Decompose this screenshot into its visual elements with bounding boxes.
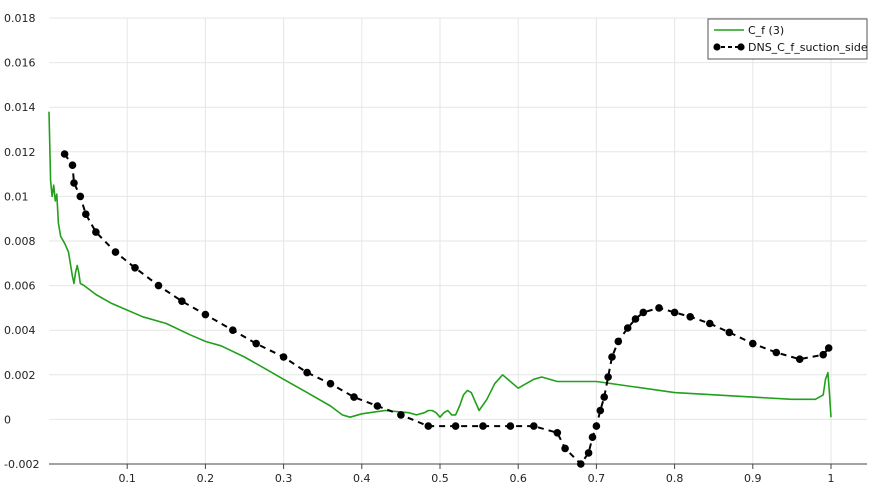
data-point <box>600 393 608 401</box>
y-tick-label: 0.004 <box>4 324 36 337</box>
data-point <box>201 310 210 319</box>
x-tick-label: 0.2 <box>197 472 215 485</box>
data-point <box>350 393 358 401</box>
data-point <box>373 402 382 410</box>
data-point <box>68 161 77 169</box>
data-point <box>530 422 538 430</box>
legend-label-1[interactable]: DNS_C_f_suction_side <box>748 41 868 54</box>
chart-legend[interactable]: C_f (3) DNS_C_f_suction_side <box>707 18 868 60</box>
x-tick-label: 0.9 <box>744 472 762 485</box>
data-point <box>686 313 694 321</box>
data-point <box>279 353 288 361</box>
x-tick-label: 1 <box>828 472 835 485</box>
data-point <box>479 422 487 430</box>
data-point <box>655 304 663 312</box>
data-point <box>596 406 605 415</box>
x-tick-label: 0.4 <box>353 472 371 485</box>
data-point <box>623 324 632 332</box>
data-point <box>424 422 433 430</box>
data-point <box>639 308 648 317</box>
data-point <box>772 348 781 357</box>
grid-layer <box>49 17 867 465</box>
data-point <box>725 328 734 337</box>
series-line-0 <box>48 111 832 419</box>
data-point <box>131 264 139 272</box>
y-tick-label: 0.002 <box>4 369 36 382</box>
x-tick-label: 0.7 <box>588 472 606 485</box>
data-point <box>604 373 612 381</box>
data-point <box>795 355 804 364</box>
data-point <box>592 422 601 430</box>
y-tick-label: 0.016 <box>4 57 36 70</box>
data-point <box>154 281 163 290</box>
data-point <box>92 228 100 236</box>
data-point <box>631 315 640 323</box>
y-tick-label: -0.002 <box>4 458 39 471</box>
data-point <box>706 319 714 328</box>
data-point <box>553 429 562 437</box>
data-point <box>60 150 69 158</box>
data-point <box>819 350 827 359</box>
data-point <box>577 460 585 468</box>
data-point <box>670 308 679 317</box>
data-point <box>584 449 593 457</box>
data-point <box>588 433 597 442</box>
data-point <box>303 368 311 377</box>
data-point <box>561 444 569 453</box>
y-tick-label: 0.018 <box>4 12 36 25</box>
data-point <box>82 210 90 218</box>
x-tick-label: 0.1 <box>118 472 136 485</box>
x-tick-label: 0.3 <box>275 472 293 485</box>
legend-marker <box>737 43 745 51</box>
data-point <box>252 339 260 348</box>
y-tick-label: 0.008 <box>4 235 36 248</box>
x-tick-label: 0.5 <box>431 472 449 485</box>
y-tick-label: 0.012 <box>4 146 36 159</box>
y-tick-label: 0.014 <box>4 101 36 114</box>
data-point <box>178 297 186 306</box>
data-point <box>397 411 405 419</box>
data-point <box>749 339 757 348</box>
legend-marker <box>713 43 721 51</box>
legend-box <box>707 18 868 60</box>
data-point <box>614 337 623 346</box>
data-point <box>326 379 335 388</box>
axes-layer: -0.002 0 0.002 0.004 0.006 0.008 0.01 0.012 0.01… <box>4 12 867 485</box>
data-point <box>608 353 616 361</box>
series-layer <box>48 111 833 468</box>
y-tick-label: 0 <box>4 413 11 426</box>
data-point <box>111 248 120 256</box>
x-tick-label: 0.8 <box>666 472 684 485</box>
data-point <box>451 422 460 430</box>
data-point <box>76 192 85 201</box>
data-point <box>70 179 78 187</box>
data-point <box>824 344 833 352</box>
data-point <box>229 326 237 335</box>
series-line-1 <box>63 153 830 465</box>
x-tick-label: 0.6 <box>509 472 527 485</box>
y-tick-label: 0.01 <box>4 190 29 203</box>
y-tick-label: 0.006 <box>4 280 36 293</box>
legend-label-0[interactable]: C_f (3) <box>748 24 784 37</box>
data-point <box>506 422 515 430</box>
